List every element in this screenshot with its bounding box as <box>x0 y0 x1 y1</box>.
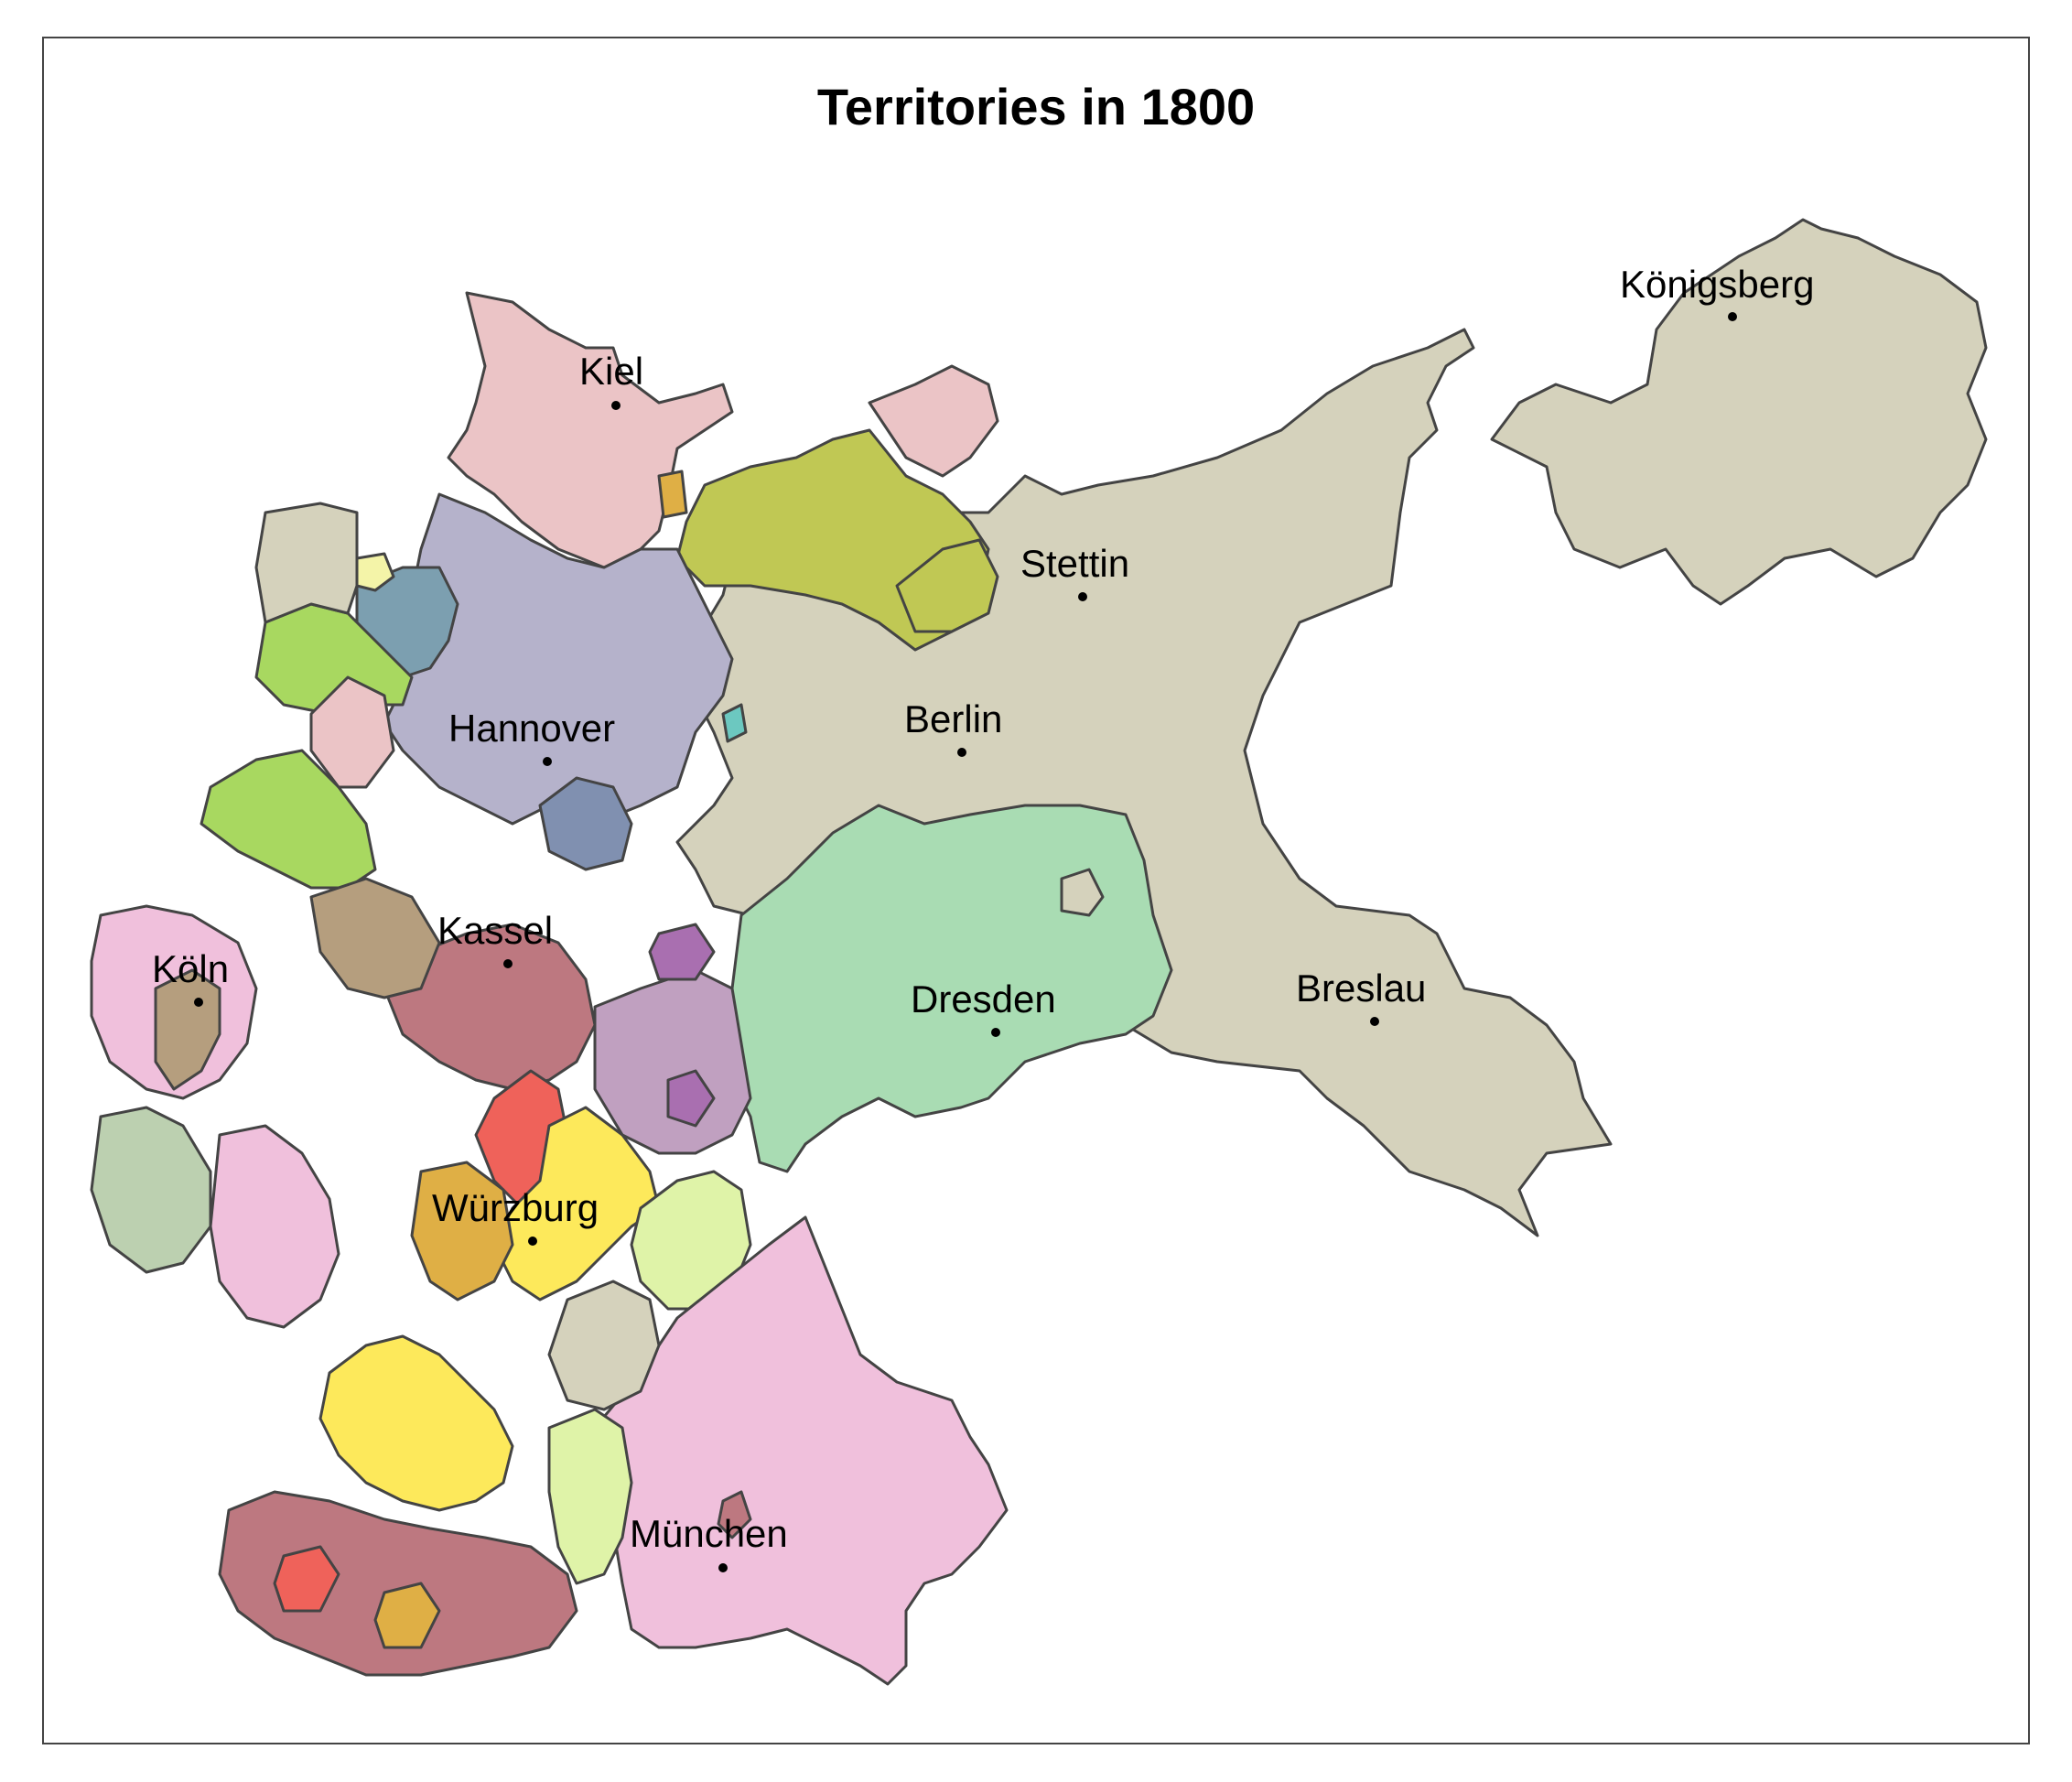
territory-lippe <box>355 552 395 592</box>
city-label: Würzburg <box>432 1186 599 1229</box>
city-label: Kassel <box>437 909 553 952</box>
territory-breisgau <box>373 1582 441 1649</box>
city-dot <box>543 757 552 766</box>
city-label: Berlin <box>904 697 1002 740</box>
territory-lusatia-island <box>1060 868 1105 917</box>
city-label: Stettin <box>1020 542 1129 585</box>
city-dot <box>194 998 203 1007</box>
city-stettin: Stettin <box>1020 542 1129 601</box>
city-hannover: Hannover <box>448 707 615 766</box>
territory-wurttemberg <box>318 1334 514 1512</box>
city-dot <box>1370 1017 1379 1026</box>
city-dot <box>1728 312 1737 321</box>
city-label: München <box>630 1512 788 1555</box>
city-breslau: Breslau <box>1296 967 1426 1026</box>
territory-brunswick <box>538 776 633 871</box>
territory-teal <box>721 703 748 743</box>
territory-wurzburg <box>492 1106 661 1301</box>
territory-lubeck <box>657 470 688 519</box>
city-label: Königsberg <box>1620 263 1814 306</box>
city-label: Hannover <box>448 707 615 750</box>
city-munchen: München <box>630 1512 788 1572</box>
city-wurzburg: Würzburg <box>432 1186 599 1246</box>
territory-pomerania-swedish <box>868 364 999 478</box>
territory-westphalia-south <box>200 749 377 890</box>
territory-hesse-kassel <box>383 923 597 1091</box>
city-label: Kiel <box>579 350 643 393</box>
territory-ulm <box>547 1408 633 1585</box>
city-dot <box>503 959 513 968</box>
city-label: Breslau <box>1296 967 1426 1010</box>
territory-paderborn <box>309 675 395 789</box>
territory-baden-red <box>273 1545 340 1613</box>
territory-east-prussia <box>1490 218 1988 606</box>
city-koln: Köln <box>152 947 229 1007</box>
territory-west-lowlands <box>254 502 359 624</box>
territory-neuburg <box>547 1280 661 1411</box>
territory-palatinate <box>209 1124 340 1329</box>
city-kiel: Kiel <box>579 350 643 410</box>
territory-mecklenburg-strelitz <box>895 538 999 633</box>
territory-anhalt <box>648 923 716 981</box>
city-label: Dresden <box>911 977 1056 1021</box>
city-berlin: Berlin <box>904 697 1002 757</box>
territory-swabia <box>218 1490 578 1677</box>
city-dresden: Dresden <box>911 977 1056 1037</box>
map-title: Territories in 1800 <box>816 78 1256 135</box>
city-dot <box>528 1237 537 1246</box>
city-konigsberg: Königsberg <box>1620 263 1814 321</box>
territory-saxony <box>721 804 1173 1173</box>
territory-trier <box>90 1106 212 1274</box>
territory-nassau <box>309 877 441 999</box>
map-frame <box>42 37 2030 1744</box>
territory-koln <box>154 968 221 1091</box>
city-kassel: Kassel <box>437 909 553 968</box>
city-label: Köln <box>152 947 229 990</box>
city-dot <box>991 1028 1000 1037</box>
territory-bavaria <box>593 1215 1009 1686</box>
territory-bamberg <box>410 1161 514 1301</box>
city-dot <box>957 748 966 757</box>
territory-reuss <box>666 1069 716 1128</box>
city-dot <box>611 401 621 410</box>
city-dot <box>718 1563 728 1572</box>
city-dot <box>1078 592 1087 601</box>
territory-munich-enclave <box>717 1490 752 1539</box>
